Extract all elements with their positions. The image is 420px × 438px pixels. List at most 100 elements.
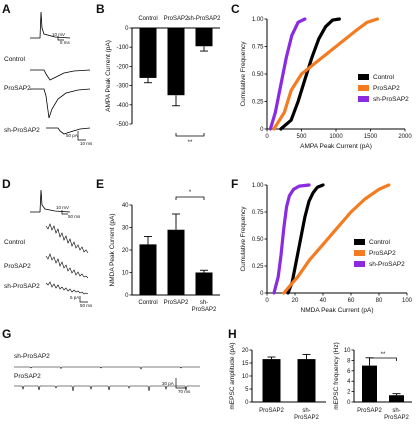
y-tick-label-e: 40 [122,203,129,209]
bar-prosap2 [167,28,185,96]
legend-label-prosap2: ProSAP2 [369,250,396,257]
x-tick-label-c: 500 [296,134,307,140]
y-tick-label-f: 1.00 [252,183,264,189]
y-tick-label-f: 0.50 [252,237,264,243]
category-label-control: Control [138,300,157,306]
scale-label-g: 30 pA [162,381,174,386]
y-tick-label-h2: 10 [344,348,351,354]
prosap2-trace-d [45,253,89,279]
bar-sh-prosap2 [195,28,213,47]
y-tick-label-h1: 0 [245,400,249,406]
x-tick-label-f: 0 [265,298,269,304]
panel-label-f: F [231,177,238,191]
y-tick-label-h2: 6 [347,369,351,375]
legend-swatch-sh-prosap2 [354,261,365,267]
y-tick-label-e: 10 [122,271,129,277]
y-axis-label-c: Cumulative Frequency [240,41,247,107]
panel-label-a: A [2,2,11,16]
significance-bracket-b [175,133,205,137]
y-tick-label-c: 1.00 [252,17,264,23]
bar-sh-prosap2 [195,272,213,295]
y-tick-label-h2: 0 [347,400,351,406]
scale-label-d-bottom: 5 pA [70,295,79,300]
significance-bracket-e [175,196,205,200]
trace-label-prosap2-d: ProSAP2 [4,263,31,270]
bar-prosap2 [362,365,377,402]
y-tick-label-b: -100 [116,45,129,51]
y-tick-label-c: 0.50 [252,72,264,78]
bar-prosap2 [167,229,185,295]
category-label-prosap2: ProSAP2 [259,408,284,414]
x-tick-label-f: 60 [348,298,355,304]
y-tick-label-c: 0 [260,127,264,133]
trace-label-sh-prosap2-a: sh-ProSAP2 [4,127,40,134]
y-tick-label-f: 0.75 [252,210,264,216]
scale-bar-d-bottom [79,296,88,303]
prosap2-trace-g [14,385,200,392]
y-tick-label-h1: 15 [242,361,249,367]
category-label-sh-prosap2: sh- [302,408,310,414]
y-axis-label-b: AMPA Peak Current (pA) [105,40,112,112]
y-tick-label-c: 0.25 [252,100,264,106]
y-tick-label-e: 20 [122,248,129,254]
chart-c: 0 0.25 0.50 0.75 1.00 0 500 1000 1500 2000 AMPA Pe… [240,17,412,150]
panel-label-h: H [228,327,237,341]
significance-marker-b: ** [188,140,193,146]
scale-label-a-bottom: 50 pA [66,133,78,138]
panel-d-traces: 10 mV 50 ms Control ProSAP2 sh-ProSAP2 5… [4,189,93,308]
y-axis-label-h2: mEPSC frequency (Hz) [333,342,340,410]
y-tick-label-c: 0.75 [252,45,264,51]
legend-swatch-sh-prosap2 [358,96,369,102]
control-trace-d [45,223,89,254]
scale-label-d-bottom-time: 50 ms [80,303,93,308]
category-label-prosap2: ProSAP2 [357,408,382,414]
x-tick-label-f: 40 [320,298,327,304]
series-line-control [286,183,325,295]
y-axis-label-e: NMDA Peak Current (pA) [109,214,116,287]
panel-label-g: G [2,327,11,341]
y-tick-label-b: -400 [116,103,129,109]
series-line-prosap2 [272,17,379,131]
panel-label-b: B [96,2,105,16]
scale-label-a-top: 10 mV [52,32,65,37]
panel-label-d: D [2,177,11,191]
scale-bar-g [175,378,186,389]
sh-prosap2-trace-g [14,366,200,370]
y-tick-label-h1: 20 [242,348,249,354]
series-line-sh-prosap2 [268,17,307,131]
legend-swatch-prosap2 [354,250,365,256]
x-tick-label-f: 80 [376,298,383,304]
chart-b: 0 -100 -200 -300 -400 -500 Control ProSAP2 sh-Pr… [105,16,221,146]
legend-swatch-prosap2 [358,85,369,91]
y-tick-label-h2: 4 [347,379,351,385]
series-line-prosap2 [282,183,391,295]
chart-f: 0 0.25 0.50 0.75 1.00 0 20 40 60 80 100 NMDA Peak C… [240,183,413,314]
legend-swatch-control [354,239,365,245]
scale-label-d-top-time: 50 ms [68,214,81,219]
x-tick-label-f: 20 [292,298,299,304]
category-label-sh-prosap2: ProSAP2 [192,307,217,313]
y-axis-label-f: Cumulative Frequency [240,206,247,272]
bar-control [139,28,157,78]
scale-bar-a-top [57,36,64,41]
significance-marker-e: * [189,190,192,196]
bar-prosap2 [262,359,281,402]
category-label-sh-prosap2: sh-ProSAP2 [187,16,221,22]
action-potential-trace-d [30,189,71,213]
panel-a-traces: 10 mV 5 ms Control ProSAP2 sh-ProSAP2 50… [4,11,93,146]
trace-label-sh-prosap2-g: sh-ProSAP2 [14,353,50,360]
sh-prosap2-trace-d [45,281,89,295]
y-tick-label-h1: 10 [242,374,249,380]
category-label-prosap2: ProSAP2 [164,300,189,306]
trace-label-prosap2-g: ProSAP2 [14,373,41,380]
y-tick-label-e: 30 [122,226,129,232]
x-tick-label-c: 1500 [364,134,378,140]
y-tick-label-h2: 2 [347,390,351,396]
sh-prosap2-trace-a [46,127,91,135]
x-axis-label-f: NMDA Peak Current (pA) [301,307,374,314]
series-line-sh-prosap2 [272,183,311,295]
category-label-sh-prosap2: sh- [200,300,208,306]
